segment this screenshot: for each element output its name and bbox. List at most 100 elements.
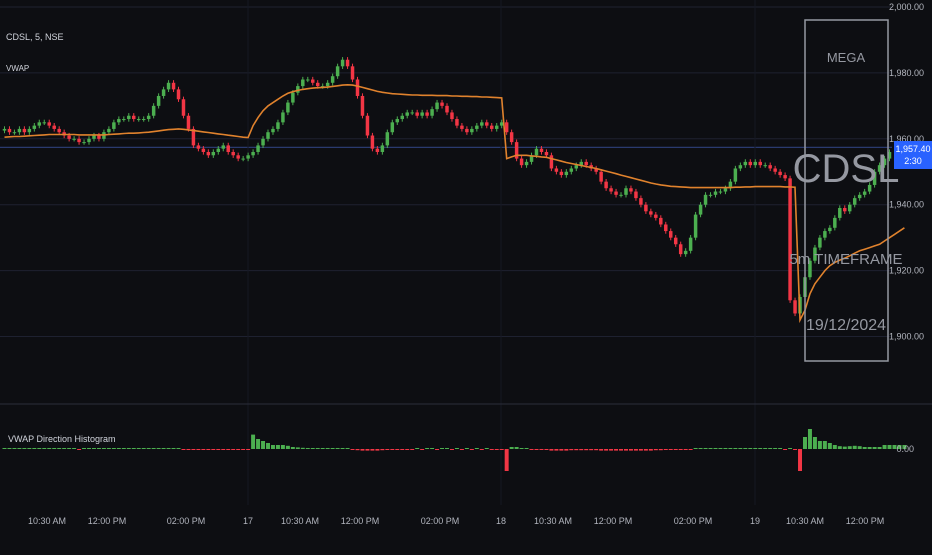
candle-body: [669, 231, 673, 238]
candle-body: [385, 132, 390, 146]
candle-body: [196, 145, 201, 149]
hist-bar: [469, 449, 474, 450]
candle-body: [485, 122, 489, 126]
hist-bar: [270, 445, 275, 449]
hist-bar: [812, 437, 817, 449]
candle-body: [281, 112, 285, 123]
candle-body: [32, 125, 37, 129]
hist-bar: [360, 449, 365, 451]
candle-body: [852, 198, 857, 205]
x-tick-label: 12:00 PM: [341, 516, 380, 526]
price-tag: [894, 141, 932, 169]
candle-body: [231, 151, 235, 156]
hist-bar: [37, 448, 42, 449]
hist-bar: [32, 448, 37, 449]
hist-bar: [96, 448, 101, 449]
candle-body: [788, 178, 792, 301]
candle-body: [97, 135, 101, 139]
hist-y-tick-label: 0.00: [896, 444, 914, 454]
candle-body: [435, 102, 439, 110]
histogram-title[interactable]: VWAP Direction Histogram: [8, 434, 116, 444]
candle-body: [654, 214, 658, 218]
hist-bar: [827, 443, 832, 449]
hist-bar: [773, 448, 778, 449]
hist-bar: [723, 448, 728, 449]
hist-bar: [236, 449, 241, 450]
candle-body: [614, 191, 618, 195]
candle-body: [843, 208, 847, 212]
candle-body: [703, 194, 708, 205]
indicator-label[interactable]: VWAP: [6, 64, 29, 73]
candle-body: [127, 115, 131, 120]
hist-bar: [57, 448, 62, 449]
candle-body: [455, 119, 459, 126]
candle-body: [320, 86, 325, 88]
candle-body: [306, 79, 310, 81]
hist-bar: [42, 448, 47, 449]
candle-body: [465, 128, 469, 133]
hist-bar: [211, 449, 216, 450]
hist-bar: [47, 448, 52, 449]
candle-body: [365, 115, 370, 136]
hist-bar: [892, 445, 897, 449]
candle-body: [52, 125, 56, 129]
hist-bar: [435, 449, 440, 450]
candle-body: [191, 128, 196, 146]
candle-body: [330, 76, 335, 83]
candle-body: [37, 122, 42, 126]
hist-bar: [325, 448, 330, 449]
hist-bar: [445, 448, 449, 449]
candle-body: [644, 204, 648, 212]
hist-bar: [509, 447, 514, 449]
candle-body: [276, 122, 280, 129]
hist-bar: [569, 449, 574, 451]
hist-bar: [440, 448, 445, 449]
hist-bar: [375, 449, 380, 451]
candle-body: [420, 112, 424, 116]
vwap-line: [4, 83, 905, 324]
candle-body: [579, 161, 583, 166]
symbol-title[interactable]: CDSL, 5, NSE: [6, 32, 64, 42]
candle-body: [763, 165, 767, 167]
hist-bar: [584, 449, 589, 451]
candle-body: [773, 168, 777, 172]
hist-bar: [365, 449, 370, 451]
hist-bar: [305, 448, 310, 449]
overlay-date: 19/12/2024: [806, 317, 886, 334]
hist-bar: [390, 449, 395, 450]
hist-bar: [544, 449, 549, 450]
candle-body: [380, 145, 385, 152]
hist-bar: [315, 448, 320, 449]
hist-bar: [290, 447, 295, 449]
hist-bar: [793, 449, 798, 450]
candle-body: [524, 161, 529, 166]
candle-body: [400, 115, 404, 120]
hist-bar: [902, 445, 907, 449]
hist-bar: [330, 448, 335, 449]
candle-body: [728, 181, 733, 189]
candle-body: [475, 125, 479, 129]
candle-body: [519, 158, 524, 166]
x-tick-label: 02:00 PM: [167, 516, 206, 526]
hist-bar: [151, 448, 156, 449]
candle-body: [808, 260, 812, 278]
hist-bar: [156, 448, 161, 449]
hist-bar: [718, 448, 723, 449]
y-tick-label: 1,940.00: [889, 200, 924, 210]
candle-body: [176, 89, 181, 100]
candle-body: [216, 148, 221, 152]
candle-body: [92, 135, 96, 139]
candle-body: [355, 79, 360, 96]
candle-body: [107, 128, 111, 133]
candle-body: [67, 135, 71, 139]
hist-bar: [693, 448, 698, 449]
candle-body: [564, 171, 569, 176]
hist-bar: [673, 449, 678, 450]
hist-bar: [400, 449, 405, 450]
hist-bar: [852, 445, 857, 449]
hist-bar: [459, 449, 464, 450]
candle-body: [778, 171, 782, 176]
candle-body: [221, 145, 225, 149]
